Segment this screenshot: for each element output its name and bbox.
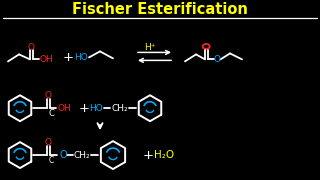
Text: O: O xyxy=(45,91,52,100)
Text: CH₂: CH₂ xyxy=(112,104,128,113)
Text: O: O xyxy=(45,138,52,147)
Text: +: + xyxy=(78,102,90,115)
Text: O: O xyxy=(213,55,220,64)
Text: H⁺: H⁺ xyxy=(144,43,156,52)
Text: HO: HO xyxy=(89,104,103,113)
Text: C: C xyxy=(48,156,54,165)
Text: +: + xyxy=(142,148,154,162)
Text: C: C xyxy=(48,109,54,118)
Text: HO: HO xyxy=(74,53,88,62)
Text: +: + xyxy=(62,51,74,64)
Text: H₂O: H₂O xyxy=(154,150,174,160)
Text: Fischer Esterification: Fischer Esterification xyxy=(72,2,248,17)
Text: OH: OH xyxy=(57,104,71,113)
Text: O: O xyxy=(59,150,67,160)
Text: O: O xyxy=(28,43,35,52)
Text: CH₂: CH₂ xyxy=(74,151,90,160)
Text: OH: OH xyxy=(39,55,53,64)
